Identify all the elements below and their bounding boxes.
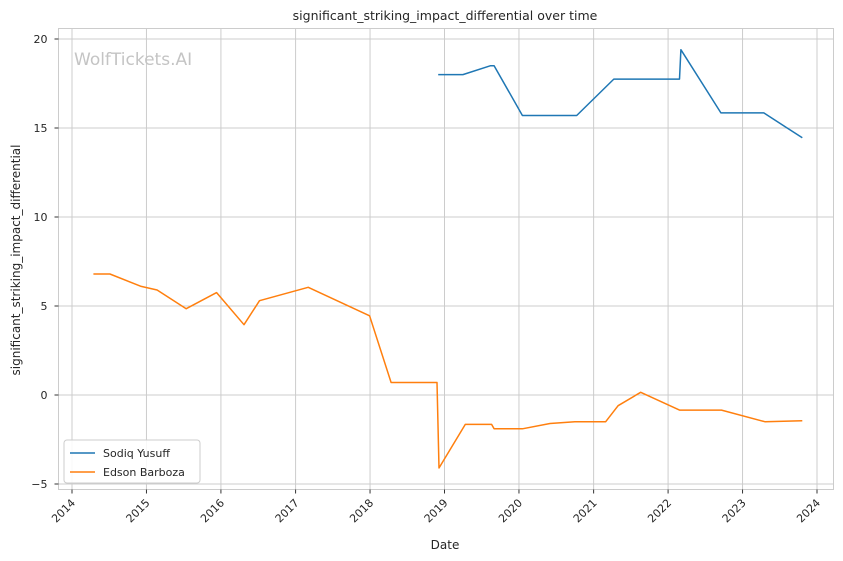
data-point	[465, 424, 466, 425]
data-point	[436, 382, 437, 383]
plot-border	[58, 28, 834, 490]
y-axis-label: significant_striking_impact_differential	[9, 145, 23, 376]
y-tick-label: −5	[31, 478, 47, 491]
y-tick-label: 0	[41, 389, 48, 402]
data-point	[243, 324, 244, 325]
data-point	[576, 115, 577, 116]
data-point	[549, 423, 550, 424]
y-tick-label: 5	[41, 300, 48, 313]
data-point	[522, 428, 523, 429]
data-point	[494, 65, 495, 66]
data-point	[109, 273, 110, 274]
data-point	[216, 292, 217, 293]
plot-area	[58, 28, 834, 490]
y-gridlines	[58, 38, 834, 485]
data-point	[613, 79, 614, 80]
legend-label-sodiq-yusuff: Sodiq Yusuff	[103, 447, 170, 460]
chart-title: significant_striking_impact_differential…	[293, 8, 598, 23]
x-axis-label: Date	[431, 538, 460, 552]
data-point	[605, 421, 606, 422]
series-line-sodiq-yusuff	[438, 48, 803, 139]
data-point	[574, 421, 575, 422]
data-point	[438, 74, 439, 75]
data-point	[490, 65, 491, 66]
data-point	[93, 273, 94, 274]
data-point	[721, 410, 722, 411]
data-point	[438, 467, 439, 468]
data-point	[259, 300, 260, 301]
data-point	[494, 428, 495, 429]
data-point	[157, 289, 158, 290]
legend: Sodiq Yusuff Edson Barboza	[63, 439, 201, 484]
legend-label-edson-barboza: Edson Barboza	[103, 466, 185, 479]
legend-box	[63, 439, 201, 484]
data-point	[369, 315, 370, 316]
data-point	[308, 287, 309, 288]
data-point	[462, 74, 463, 75]
data-point	[679, 410, 680, 411]
data-point	[186, 308, 187, 309]
data-point	[679, 79, 680, 80]
x-gridlines	[71, 28, 818, 490]
data-point	[764, 421, 765, 422]
series-lines	[93, 48, 803, 469]
data-point	[522, 115, 523, 116]
y-tick-label: 15	[34, 122, 48, 135]
data-point	[802, 420, 803, 421]
data-point	[491, 424, 492, 425]
data-point	[720, 112, 721, 113]
data-point	[391, 382, 392, 383]
watermark: WolfTickets.AI	[74, 50, 192, 70]
y-tick-label: 20	[34, 33, 48, 46]
y-tick-label: 10	[34, 211, 48, 224]
data-point	[763, 112, 764, 113]
data-point	[618, 405, 619, 406]
data-point	[802, 137, 803, 138]
data-point	[640, 392, 641, 393]
series-line-edson-barboza	[93, 273, 803, 469]
data-point	[141, 286, 142, 287]
y-axis-ticks: −5 0 5 10 15 20	[31, 33, 59, 491]
data-point	[680, 49, 681, 50]
